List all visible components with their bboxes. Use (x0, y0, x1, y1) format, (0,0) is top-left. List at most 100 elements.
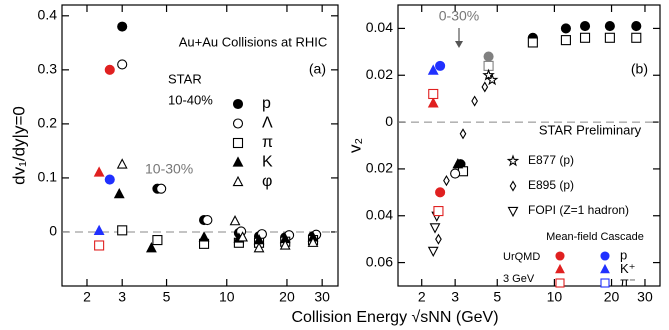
y-tick-label: 0 (49, 223, 57, 239)
marker (427, 64, 439, 75)
y-tick-label: 0.4 (38, 7, 58, 23)
marker (560, 23, 571, 34)
y-tick-label: 0.06 (366, 253, 393, 269)
marker (232, 137, 244, 149)
marker (253, 242, 265, 253)
y-tick-label: 0.04 (366, 206, 393, 222)
marker (506, 154, 520, 167)
legend-label: p (262, 95, 271, 112)
marker (307, 236, 319, 247)
marker (481, 81, 489, 93)
marker (156, 183, 167, 194)
y-tick-label: 0.04 (366, 19, 393, 35)
y-tick-label: 0.1 (38, 169, 58, 185)
marker (435, 60, 446, 71)
plot-frame (397, 4, 661, 287)
marker (117, 225, 128, 236)
marker (94, 240, 105, 251)
marker (631, 21, 642, 32)
annotation: 0-30% (439, 8, 479, 24)
marker (229, 215, 241, 226)
marker (604, 21, 615, 32)
marker (232, 118, 244, 129)
legend-label: K⁺ (620, 261, 636, 276)
panel-label: (b) (631, 61, 648, 77)
panel-label: (a) (309, 61, 326, 77)
marker (555, 263, 565, 274)
marker (146, 242, 157, 253)
marker (600, 251, 610, 261)
y-tick-label: 0.02 (366, 160, 393, 176)
marker (600, 278, 610, 288)
x-tick-label: 20 (604, 289, 620, 305)
marker (631, 32, 642, 43)
marker (117, 59, 128, 70)
marker (232, 175, 244, 187)
y-tick-label: 0.3 (38, 61, 58, 77)
marker (483, 51, 494, 62)
arrow (455, 28, 463, 48)
legend-label: FOPI (Z=1 hadron) (528, 203, 629, 217)
marker (560, 35, 571, 46)
y-tick-label: 0.02 (366, 66, 393, 82)
marker (427, 246, 439, 258)
legend-label: E877 (p) (528, 153, 574, 167)
legend-label: φ (262, 173, 272, 190)
marker (555, 278, 565, 288)
marker (450, 168, 461, 179)
x-tick-label: 30 (637, 289, 653, 305)
marker (237, 231, 249, 242)
marker (433, 206, 444, 217)
x-tick-label: 2 (83, 289, 91, 305)
marker (527, 37, 538, 48)
marker (507, 206, 519, 218)
annotation: 10-30% (145, 161, 193, 177)
x-tick-label: 5 (163, 289, 171, 305)
marker (232, 98, 244, 110)
marker (443, 175, 450, 187)
marker (452, 158, 464, 169)
x-tick-label: 10 (219, 289, 235, 305)
legend-label: K (262, 154, 273, 171)
marker (471, 95, 478, 107)
marker (485, 73, 499, 86)
legend-title: STAR (168, 71, 202, 86)
marker (202, 215, 213, 226)
legend-subtitle: 10-40% (168, 92, 213, 107)
chart-title: Au+Au Collisions at RHIC (179, 34, 327, 49)
marker (152, 235, 163, 246)
marker (435, 233, 442, 245)
x-tick-label: 5 (493, 289, 501, 305)
y-tick-label: 0 (385, 113, 393, 129)
marker (459, 128, 467, 140)
subtitle: STAR Preliminary (539, 122, 642, 137)
model-label: UrQMD (503, 251, 540, 263)
legend-label: p (620, 247, 627, 262)
marker (579, 21, 591, 32)
marker (509, 180, 517, 192)
energy-label: 3 GeV (503, 273, 535, 285)
x-axis-label: Collision Energy √sNN (GeV) (291, 309, 498, 326)
y-axis-label: dv₁/dy|y=0 (9, 106, 28, 185)
marker (117, 21, 128, 32)
legend-title: Mean-field Cascade (546, 231, 644, 243)
x-tick-label: 2 (418, 289, 426, 305)
legend-label: π⁻ (620, 274, 636, 289)
marker (93, 224, 105, 236)
marker (279, 239, 291, 250)
legend-label: Λ (262, 115, 273, 132)
x-tick-label: 30 (314, 289, 330, 305)
marker (93, 166, 105, 177)
marker (116, 158, 128, 169)
x-tick-label: 10 (547, 289, 563, 305)
x-tick-label: 20 (279, 289, 295, 305)
y-axis-label: v₂ (345, 138, 364, 153)
marker (428, 88, 439, 100)
x-tick-label: 3 (451, 289, 459, 305)
marker (555, 251, 565, 261)
marker (435, 187, 446, 198)
x-tick-label: 3 (118, 289, 126, 305)
plot-frame (61, 4, 339, 287)
marker (113, 188, 125, 199)
marker (429, 223, 441, 234)
